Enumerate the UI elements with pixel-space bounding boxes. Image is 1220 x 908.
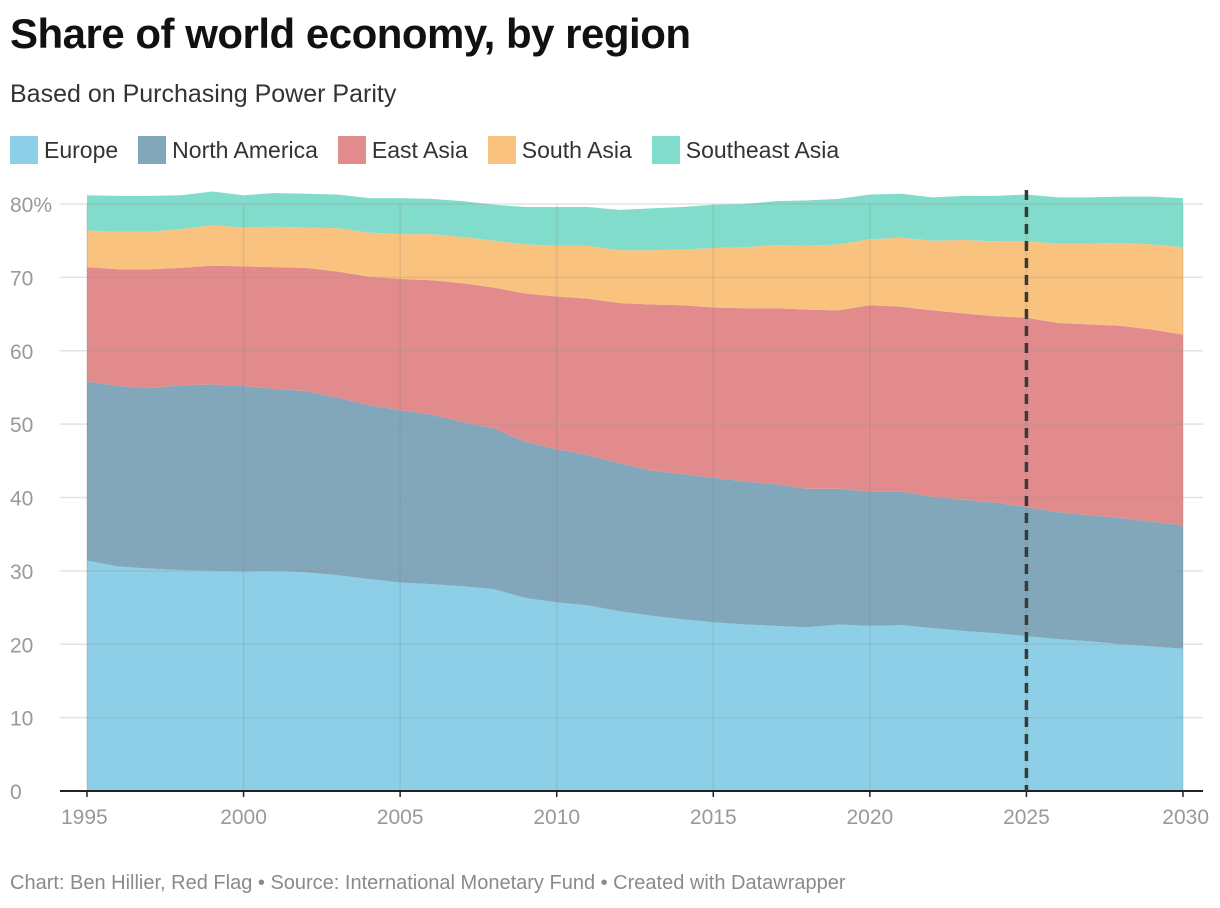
legend-swatch [337, 136, 366, 164]
legend-swatch [487, 136, 516, 164]
x-tick-label: 1995 [61, 806, 108, 829]
legend-label: South Asia [521, 136, 632, 163]
y-tick-label: 40 [10, 488, 33, 511]
legend: Europe North America East Asia South Asia So… [10, 136, 859, 164]
y-tick-label: 30 [10, 561, 33, 584]
legend-item-south-asia: South Asia [487, 136, 632, 164]
y-tick-label: 60 [10, 341, 33, 364]
legend-label: Southeast Asia [685, 136, 840, 163]
y-tick-label: 80% [10, 194, 52, 217]
chart-footer-source: Chart: Ben Hillier, Red Flag • Source: I… [10, 872, 846, 894]
x-tick-label: 2000 [220, 806, 267, 829]
y-tick-label: 50 [10, 414, 33, 437]
y-tick-label: 20 [10, 634, 33, 657]
legend-swatch [10, 136, 38, 164]
area-europe [87, 560, 1183, 791]
x-tick-label: 2025 [1003, 806, 1050, 829]
x-tick-label: 2015 [690, 806, 737, 829]
legend-item-southeast-asia: Southeast Asia [651, 136, 840, 164]
chart-title: Share of world economy, by region [10, 10, 691, 57]
x-tick-label: 2005 [377, 806, 424, 829]
x-tick-label: 2010 [533, 806, 580, 829]
y-tick-label: 0 [10, 781, 22, 804]
legend-item-east-asia: East Asia [337, 136, 468, 164]
y-tick-label: 70 [10, 267, 33, 290]
x-tick-label: 2020 [846, 806, 893, 829]
legend-item-europe: Europe [10, 136, 118, 164]
legend-swatch [651, 136, 680, 164]
legend-label: Europe [44, 136, 119, 163]
area-southeast-asia [87, 191, 1183, 251]
chart-subtitle: Based on Purchasing Power Parity [10, 80, 397, 108]
x-tick-label: 2030 [1162, 806, 1209, 829]
area-north-america [87, 381, 1183, 649]
area-east-asia [87, 265, 1183, 526]
area-south-asia [87, 225, 1183, 335]
y-tick-label: 10 [10, 708, 33, 731]
legend-label: East Asia [371, 136, 468, 163]
legend-item-north-america: North America [138, 136, 318, 164]
legend-label: North America [172, 136, 318, 163]
legend-swatch [138, 136, 167, 164]
